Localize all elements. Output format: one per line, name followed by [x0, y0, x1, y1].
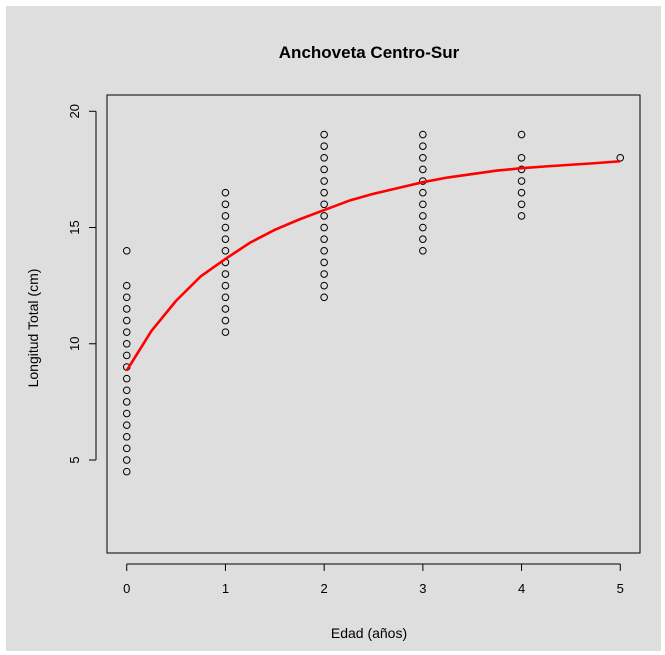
- data-point: [517, 153, 526, 162]
- fitted-curve: [125, 159, 621, 372]
- data-point: [122, 398, 131, 406]
- data-point: [320, 293, 328, 302]
- data-point: [419, 200, 427, 209]
- data-point: [517, 188, 526, 197]
- data-point: [122, 386, 131, 395]
- axes: 0 1 2 3 4 5 5 10 15 20: [67, 94, 641, 596]
- data-point: [221, 200, 230, 209]
- scatter-chart: Anchoveta Centro-Sur Edad (años) Longitu…: [25, 43, 641, 641]
- data-point: [419, 246, 427, 255]
- y-tick-label: 15: [67, 220, 82, 234]
- data-point: [320, 235, 328, 243]
- data-point: [320, 130, 328, 139]
- data-point: [419, 130, 427, 139]
- x-tick-label: 1: [222, 581, 229, 596]
- x-tick-label: 3: [419, 581, 426, 596]
- x-tick-label: 4: [518, 581, 525, 596]
- data-point: [320, 177, 328, 185]
- data-point: [419, 153, 427, 162]
- data-point: [122, 305, 131, 313]
- data-point: [320, 270, 328, 278]
- data-point: [419, 235, 427, 243]
- data-point: [221, 188, 230, 197]
- data-point: [517, 130, 526, 139]
- data-point: [419, 223, 427, 232]
- plot-window: Anchoveta Centro-Sur Edad (años) Longitu…: [6, 6, 661, 651]
- data-point: [122, 374, 131, 383]
- x-tick-label: 2: [321, 581, 328, 596]
- data-point: [122, 456, 131, 464]
- data-point: [122, 281, 131, 290]
- data-point: [221, 212, 230, 220]
- data-point: [419, 165, 427, 174]
- data-point: [517, 177, 526, 185]
- x-tick-label: 0: [123, 581, 130, 596]
- chart-title: Anchoveta Centro-Sur: [279, 43, 460, 62]
- data-points: [122, 130, 625, 476]
- data-point: [122, 421, 131, 429]
- data-point: [122, 293, 131, 302]
- data-point: [122, 339, 131, 348]
- data-point: [419, 188, 427, 197]
- data-point: [221, 328, 230, 336]
- data-point: [320, 188, 328, 197]
- data-point: [122, 316, 131, 325]
- data-point: [122, 246, 131, 255]
- data-point: [517, 200, 526, 209]
- growth-curve-line: [125, 159, 621, 372]
- data-point: [320, 153, 328, 162]
- x-axis-label: Edad (años): [331, 625, 407, 641]
- data-point: [320, 258, 328, 267]
- data-point: [320, 246, 328, 255]
- data-point: [221, 281, 230, 290]
- data-point: [320, 142, 328, 150]
- plot-box: [106, 94, 641, 554]
- data-point: [419, 212, 427, 220]
- data-point: [320, 212, 328, 220]
- data-point: [122, 409, 131, 418]
- data-point: [221, 305, 230, 313]
- data-point: [320, 281, 328, 290]
- data-point: [320, 165, 328, 174]
- x-tick-label: 5: [617, 581, 624, 596]
- data-point: [221, 223, 230, 232]
- data-point: [320, 223, 328, 232]
- data-point: [221, 316, 230, 325]
- data-point: [221, 270, 230, 278]
- data-point: [122, 432, 131, 441]
- data-point: [616, 153, 625, 162]
- y-tick-label: 5: [67, 456, 82, 463]
- data-point: [517, 212, 526, 220]
- y-tick-label: 10: [67, 337, 82, 351]
- data-point: [221, 293, 230, 302]
- data-point: [122, 467, 131, 476]
- data-point: [221, 235, 230, 243]
- data-point: [122, 328, 131, 336]
- data-point: [122, 444, 131, 453]
- data-point: [320, 200, 328, 209]
- y-axis-label: Longitud Total (cm): [25, 269, 41, 388]
- data-point: [122, 351, 131, 360]
- data-point: [221, 246, 230, 255]
- y-tick-label: 20: [67, 104, 82, 118]
- data-point: [419, 142, 427, 150]
